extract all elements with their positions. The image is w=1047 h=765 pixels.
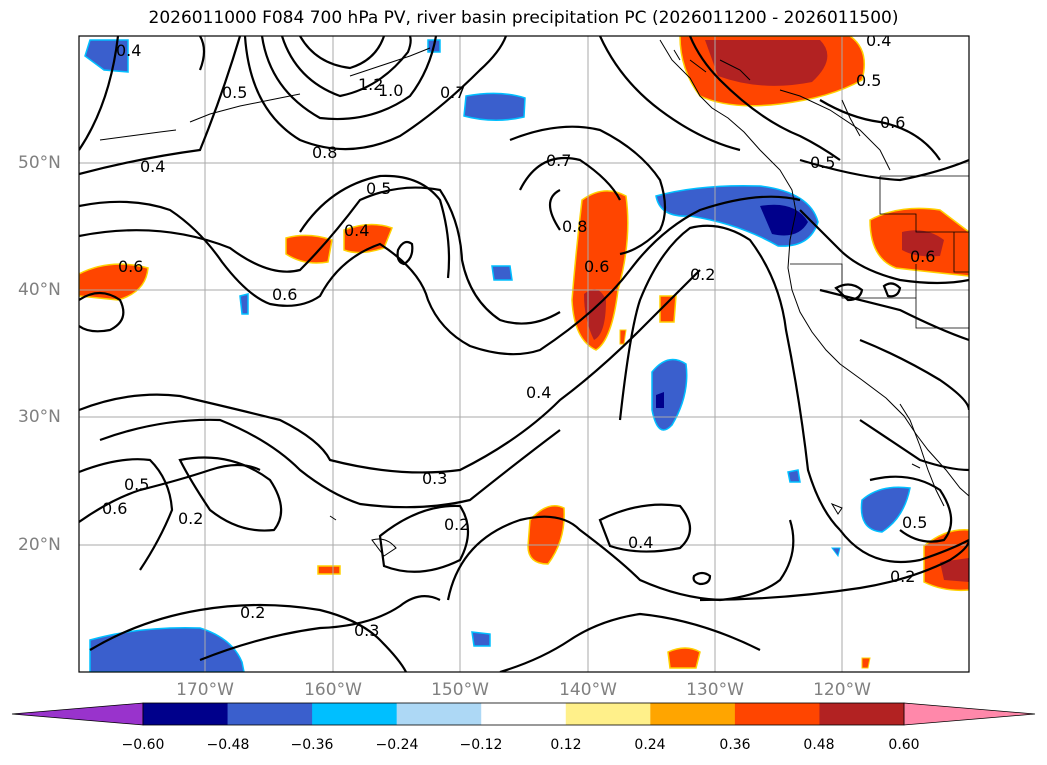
- colorbar-tick-label: 0.60: [888, 737, 920, 753]
- colorbar-tick-label: 0.48: [803, 737, 835, 753]
- colorbar-segment: [565, 703, 651, 725]
- colorbar-segment: [734, 703, 820, 725]
- colorbar-max-extend: [903, 702, 1036, 726]
- colorbar-segment: [650, 703, 736, 725]
- lat-label: 30°N: [18, 407, 61, 427]
- chart-title: 2026011000 F084 700 hPa PV, river basin …: [148, 8, 899, 28]
- contour-label: 0.2: [890, 567, 915, 586]
- contour-label: 0.8: [312, 143, 337, 162]
- contour-label: 0.5: [366, 179, 391, 198]
- contour-label: 0.3: [422, 469, 447, 488]
- contour-label: 1.2: [358, 75, 383, 94]
- contour-label: 0.4: [344, 221, 369, 240]
- contour-label: 0.5: [856, 71, 881, 90]
- lon-label: 150°W: [431, 680, 489, 700]
- contour-label: 0.2: [690, 265, 715, 284]
- colorbar-segment: [312, 703, 398, 725]
- political-borders: [790, 175, 969, 329]
- contour-label: 0.4: [866, 31, 891, 50]
- colorbar: [11, 702, 1036, 726]
- contour-label: 0.4: [140, 157, 165, 176]
- contour-label: 0.3: [354, 621, 379, 640]
- colorbar-segment: [396, 703, 482, 725]
- contour-label: 0.6: [584, 257, 609, 276]
- colorbar-min-extend: [11, 702, 144, 726]
- contour-label: 0.4: [116, 41, 141, 60]
- lon-label: 170°W: [176, 680, 234, 700]
- contour-label: 0.2: [444, 515, 469, 534]
- lon-label: 160°W: [304, 680, 362, 700]
- coastlines: [99, 39, 969, 557]
- colorbar-tick-label: −0.12: [459, 737, 503, 753]
- contour-label: 0.5: [810, 153, 835, 172]
- lon-label: 120°W: [813, 680, 871, 700]
- graticule: [79, 36, 969, 672]
- lon-label: 130°W: [686, 680, 744, 700]
- colorbar-segment: [819, 703, 905, 725]
- colorbar-tick-label: −0.48: [206, 737, 250, 753]
- contour-label: 0.7: [440, 83, 465, 102]
- colorbar-tick-label: −0.36: [290, 737, 334, 753]
- map-frame: [78, 35, 970, 673]
- contour-label: 0.5: [902, 513, 927, 532]
- contour-label: 0.6: [880, 113, 905, 132]
- colorbar-tick-label: 0.36: [719, 737, 751, 753]
- contour-label: 0.6: [910, 247, 935, 266]
- contour-label: 0.4: [628, 533, 653, 552]
- lat-label: 20°N: [18, 535, 61, 555]
- contour-label: 0.4: [526, 383, 551, 402]
- colorbar-tick-label: −0.60: [121, 737, 165, 753]
- colorbar-tick-label: 0.12: [550, 737, 582, 753]
- contour-label: 0.2: [240, 603, 265, 622]
- lat-label: 50°N: [18, 153, 61, 173]
- contour-label: 0.5: [222, 83, 247, 102]
- colorbar-segment: [481, 703, 567, 725]
- contour-labels: 0.4 0.5 1.2 1.0 0.7 0.8 0.4 0.5 0.4 0.6 …: [102, 31, 935, 640]
- contour-label: 0.6: [102, 499, 127, 518]
- contour-label: 0.6: [118, 257, 143, 276]
- contour-label: 0.2: [178, 509, 203, 528]
- colorbar-tick-label: 0.24: [634, 737, 666, 753]
- contour-label: 0.6: [272, 285, 297, 304]
- colorbar-tick-label: −0.24: [375, 737, 419, 753]
- contour-label: 0.5: [124, 475, 149, 494]
- contour-label: 0.8: [562, 217, 587, 236]
- pv-contours: [79, 36, 969, 672]
- lon-label: 140°W: [559, 680, 617, 700]
- contour-label: 0.7: [546, 151, 571, 170]
- colorbar-segment: [227, 703, 313, 725]
- colorbar-segment: [143, 703, 229, 725]
- lat-label: 40°N: [18, 280, 61, 300]
- contour-label: 1.0: [378, 81, 403, 100]
